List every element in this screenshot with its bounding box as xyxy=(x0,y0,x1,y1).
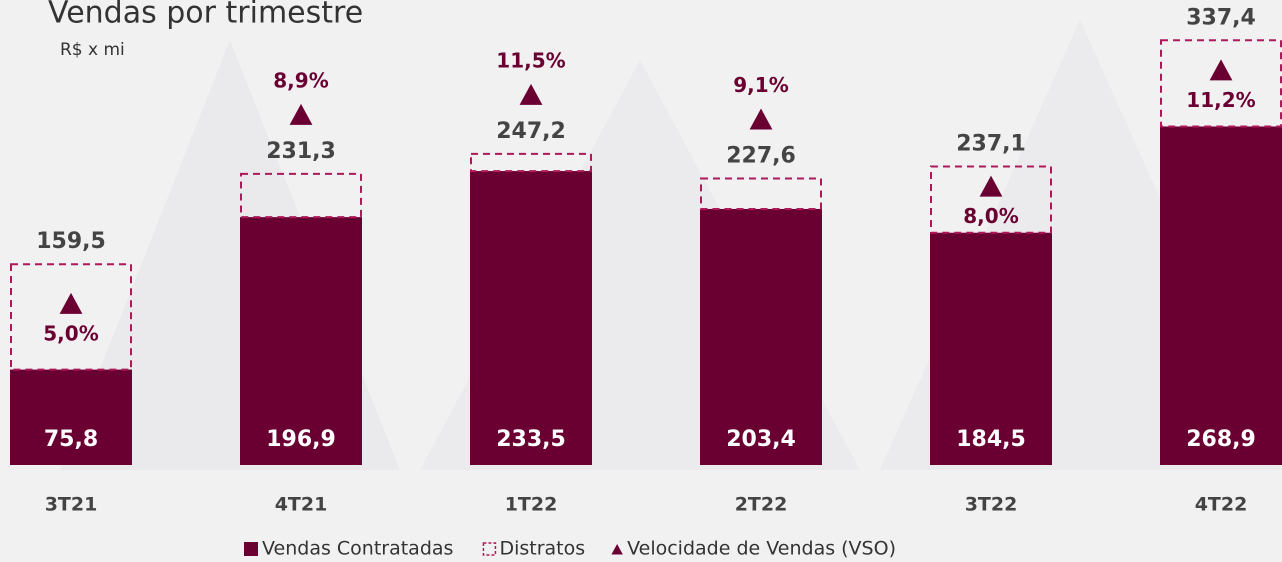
vso-marker xyxy=(1209,59,1233,81)
x-tick-label: 3T21 xyxy=(45,494,98,516)
chart-subtitle: R$ x mi xyxy=(60,40,125,60)
vso-marker xyxy=(519,83,543,105)
distrato-box xyxy=(470,152,592,173)
bar-value-label: 75,8 xyxy=(44,427,98,452)
total-label: 227,6 xyxy=(726,143,796,168)
bar-value-label: 203,4 xyxy=(726,427,796,452)
distrato-box xyxy=(1160,39,1282,128)
legend-label: Distratos xyxy=(499,538,585,560)
legend-swatch xyxy=(482,542,497,556)
legend-label: Velocidade de Vendas (VSO) xyxy=(627,538,896,560)
total-label: 247,2 xyxy=(496,119,566,144)
bar-value-label: 233,5 xyxy=(496,427,566,452)
total-label: 231,3 xyxy=(266,139,336,164)
total-label: 237,1 xyxy=(956,132,1026,157)
vso-label: 8,0% xyxy=(963,204,1018,228)
vso-label: 11,5% xyxy=(496,48,565,72)
x-tick-label: 3T22 xyxy=(965,494,1018,516)
vso-marker xyxy=(59,292,83,314)
vso-marker xyxy=(289,103,313,125)
x-tick-label: 2T22 xyxy=(735,494,788,516)
bar-value-label: 196,9 xyxy=(266,427,336,452)
bar xyxy=(930,232,1052,465)
legend-swatch xyxy=(244,542,258,556)
legend-label: Vendas Contratadas xyxy=(262,538,453,560)
bar xyxy=(240,217,362,465)
distrato-box xyxy=(10,263,132,371)
chart-title: Vendas por trimestre xyxy=(48,0,363,31)
x-tick-label: 4T22 xyxy=(1195,494,1248,516)
vso-marker xyxy=(749,108,773,130)
bar xyxy=(470,171,592,466)
bar xyxy=(1160,126,1282,465)
x-tick-label: 1T22 xyxy=(505,494,558,516)
vso-label: 8,9% xyxy=(273,68,328,92)
legend-swatch xyxy=(611,544,623,555)
total-label: 159,5 xyxy=(36,229,106,254)
x-tick-label: 4T21 xyxy=(275,494,328,516)
vso-label: 5,0% xyxy=(43,321,98,345)
bar xyxy=(10,369,132,465)
vso-label: 11,2% xyxy=(1186,88,1255,112)
vso-label: 9,1% xyxy=(733,73,788,97)
bar xyxy=(700,208,822,465)
distrato-box xyxy=(240,172,362,219)
distrato-box xyxy=(700,177,822,210)
bar-value-label: 184,5 xyxy=(956,427,1026,452)
bar-value-label: 268,9 xyxy=(1186,427,1256,452)
vso-marker xyxy=(979,175,1003,197)
distrato-box xyxy=(930,165,1052,234)
total-label: 337,4 xyxy=(1186,5,1256,30)
